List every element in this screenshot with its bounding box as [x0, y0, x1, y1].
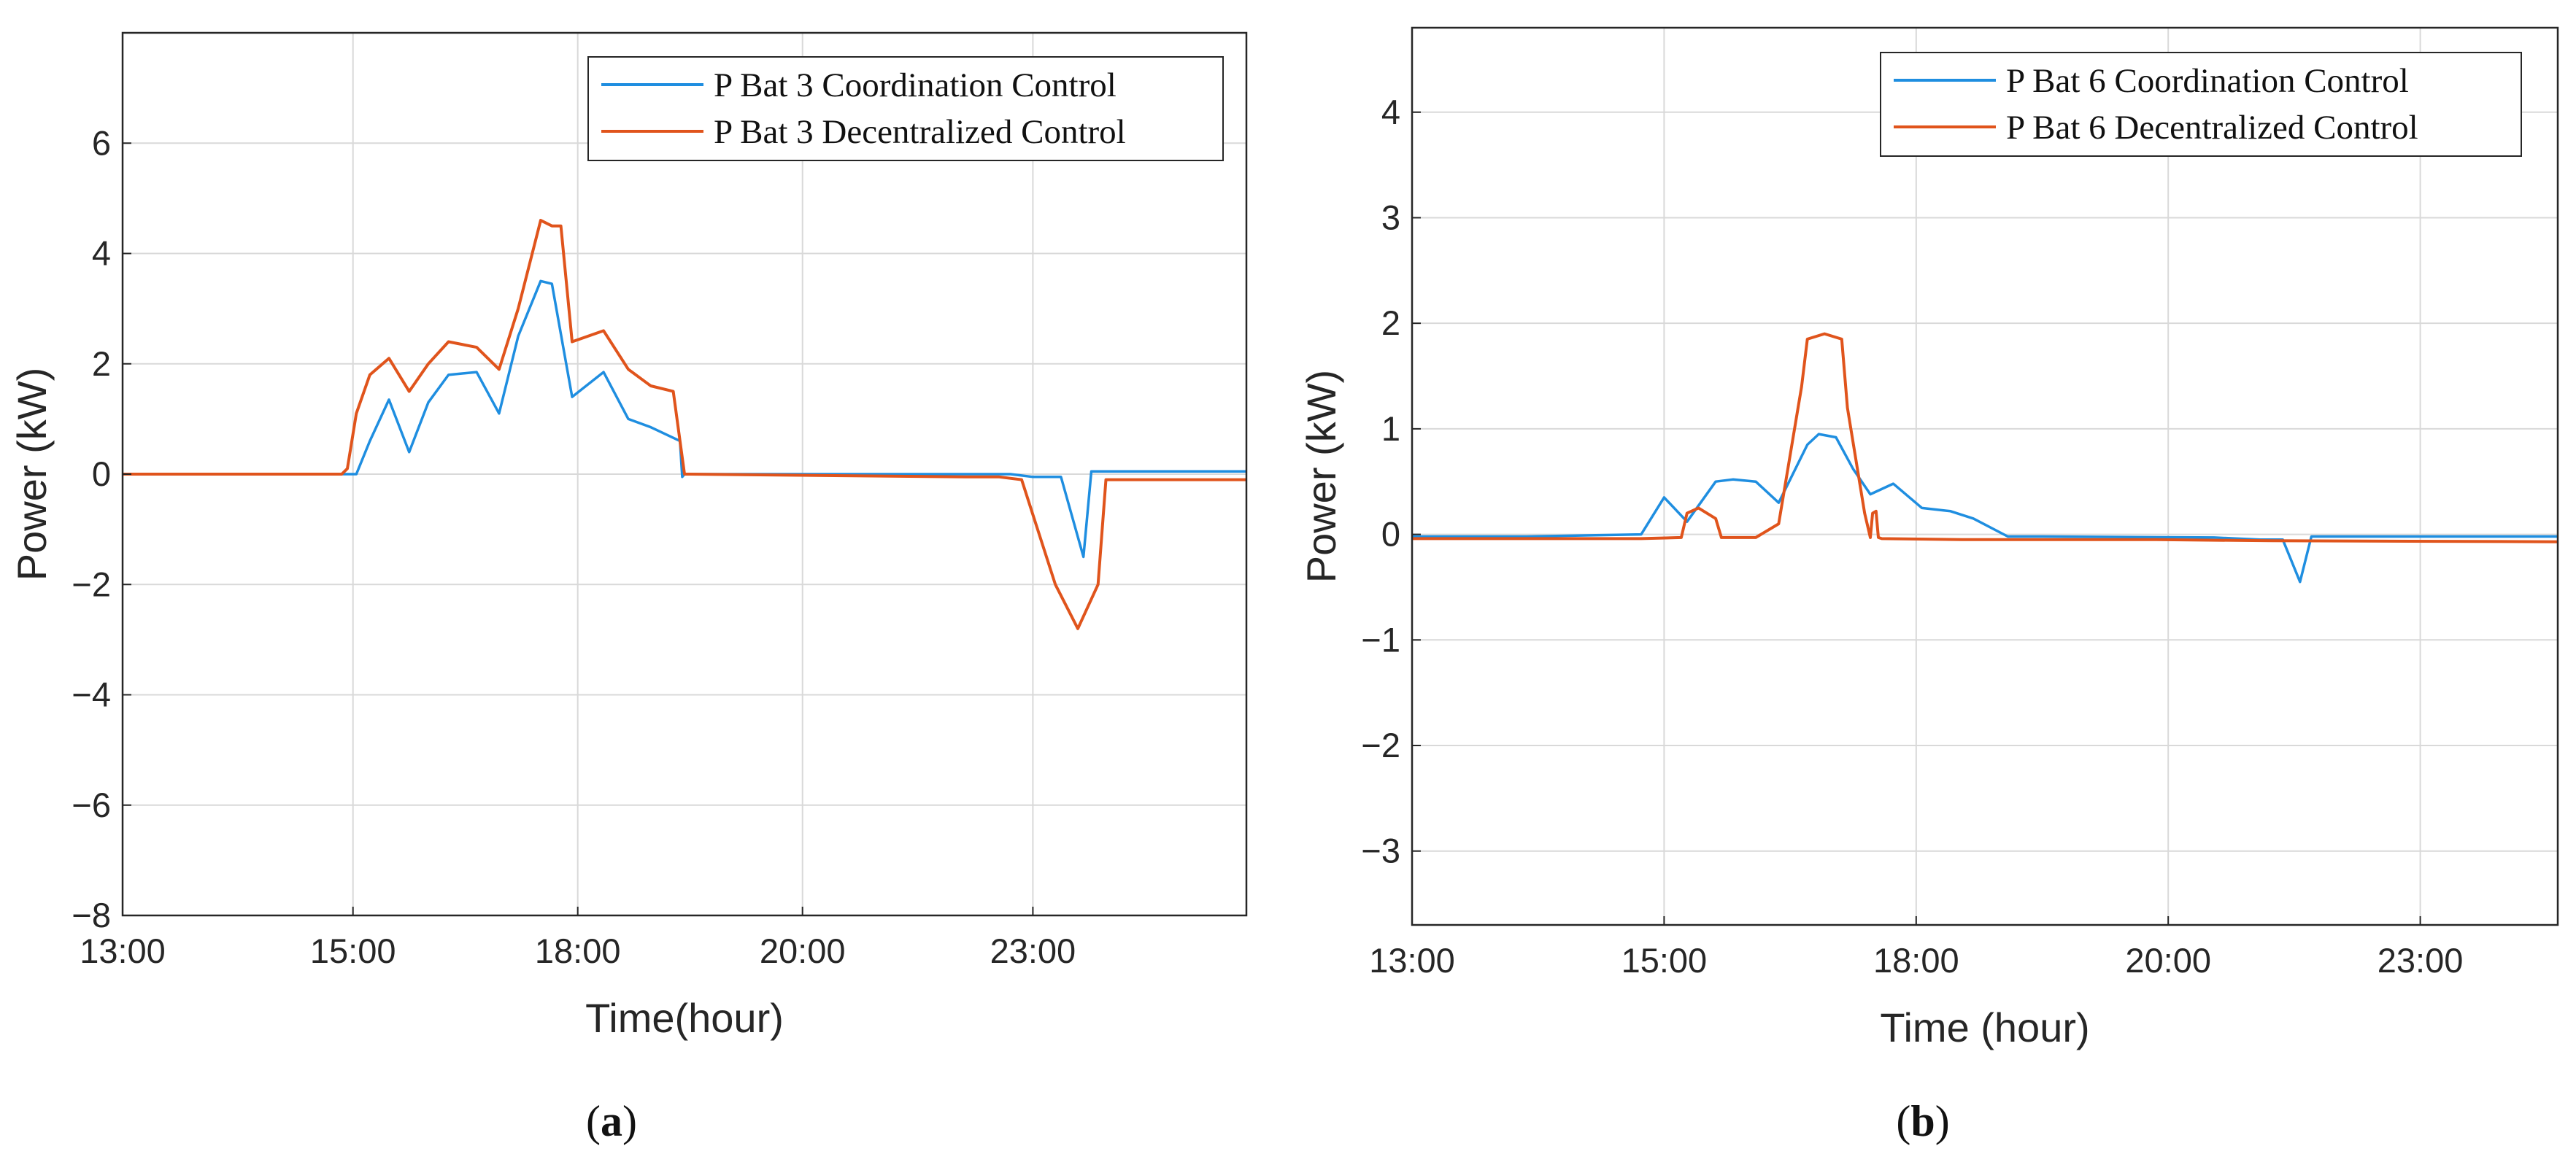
x-tick-label: 23:00 — [2378, 941, 2464, 980]
y-tick-label: −2 — [72, 565, 111, 603]
chart-a-y-axis-label: Power (kW) — [9, 368, 55, 581]
legend-box — [1880, 52, 2522, 157]
x-tick-label: 13:00 — [1369, 941, 1455, 980]
x-tick-label: 23:00 — [990, 931, 1076, 970]
series-line-decentralized — [1412, 332, 2558, 543]
y-tick-label: −2 — [1361, 726, 1400, 764]
y-tick-label: 2 — [92, 344, 111, 383]
x-tick-label: 13:00 — [80, 931, 166, 970]
series-line-coordination — [1412, 433, 2558, 584]
chart-a-x-tick-labels: 13:00 15:00 18:00 20:00 23:00 — [80, 907, 1076, 970]
chart-b-y-axis-label: Power (kW) — [1298, 370, 1344, 583]
y-tick-label: 0 — [92, 454, 111, 493]
chart-panel-a: 13:00 15:00 18:00 20:00 23:00 −8 −6 −4 −2 0 2 4 6 T… — [9, 31, 1248, 1145]
legend-entry: P Bat 3 Decentralized Control — [714, 113, 1126, 151]
chart-b-plot-frame — [1411, 26, 2559, 926]
chart-b-gridlines — [1411, 28, 2558, 925]
chart-b-panel-caption: (b) — [1896, 1097, 1949, 1145]
y-tick-label: 2 — [1381, 303, 1400, 342]
chart-a-panel-caption: (a) — [586, 1097, 637, 1145]
y-tick-label: 1 — [1381, 409, 1400, 448]
y-tick-label: 6 — [92, 123, 111, 162]
chart-b-y-tick-labels: −3 −2 −1 0 1 2 3 4 — [1361, 93, 1421, 870]
chart-a-series — [123, 219, 1246, 630]
y-tick-label: 4 — [92, 234, 111, 273]
legend-box — [587, 56, 1224, 161]
y-tick-label: 0 — [1381, 515, 1400, 554]
y-tick-label: 4 — [1381, 93, 1400, 131]
chart-b-series — [1412, 332, 2558, 584]
y-tick-label: −8 — [72, 896, 111, 934]
x-tick-label: 18:00 — [1873, 941, 1959, 980]
x-tick-label: 15:00 — [1621, 941, 1708, 980]
legend-entry: P Bat 6 Coordination Control — [2006, 62, 2409, 100]
chart-b-x-tick-labels: 13:00 15:00 18:00 20:00 23:00 — [1369, 916, 2463, 980]
chart-a-x-axis-label: Time(hour) — [585, 995, 784, 1041]
x-tick-label: 18:00 — [535, 931, 621, 970]
x-tick-label: 20:00 — [2125, 941, 2211, 980]
y-tick-label: −4 — [72, 675, 111, 714]
chart-b-legend: P Bat 6 Coordination Control P Bat 6 Dece… — [1880, 52, 2522, 157]
chart-panel-b: 13:00 15:00 18:00 20:00 23:00 −3 −2 −1 0 1 2 3 4 Ti… — [1298, 26, 2559, 1145]
legend-entry: P Bat 6 Decentralized Control — [2006, 109, 2418, 147]
series-line-coordination — [123, 279, 1246, 559]
x-tick-label: 15:00 — [310, 931, 396, 970]
y-tick-label: −1 — [1361, 620, 1400, 659]
legend-entry: P Bat 3 Coordination Control — [714, 66, 1117, 104]
chart-a-y-tick-labels: −8 −6 −4 −2 0 2 4 6 — [72, 123, 131, 934]
x-tick-label: 20:00 — [760, 931, 846, 970]
y-tick-label: −6 — [72, 786, 111, 824]
y-tick-label: 3 — [1381, 198, 1400, 236]
y-tick-label: −3 — [1361, 832, 1400, 870]
chart-b-x-axis-label: Time (hour) — [1880, 1004, 2089, 1050]
chart-a-legend: P Bat 3 Coordination Control P Bat 3 Dece… — [587, 56, 1224, 161]
series-line-decentralized — [123, 219, 1246, 630]
